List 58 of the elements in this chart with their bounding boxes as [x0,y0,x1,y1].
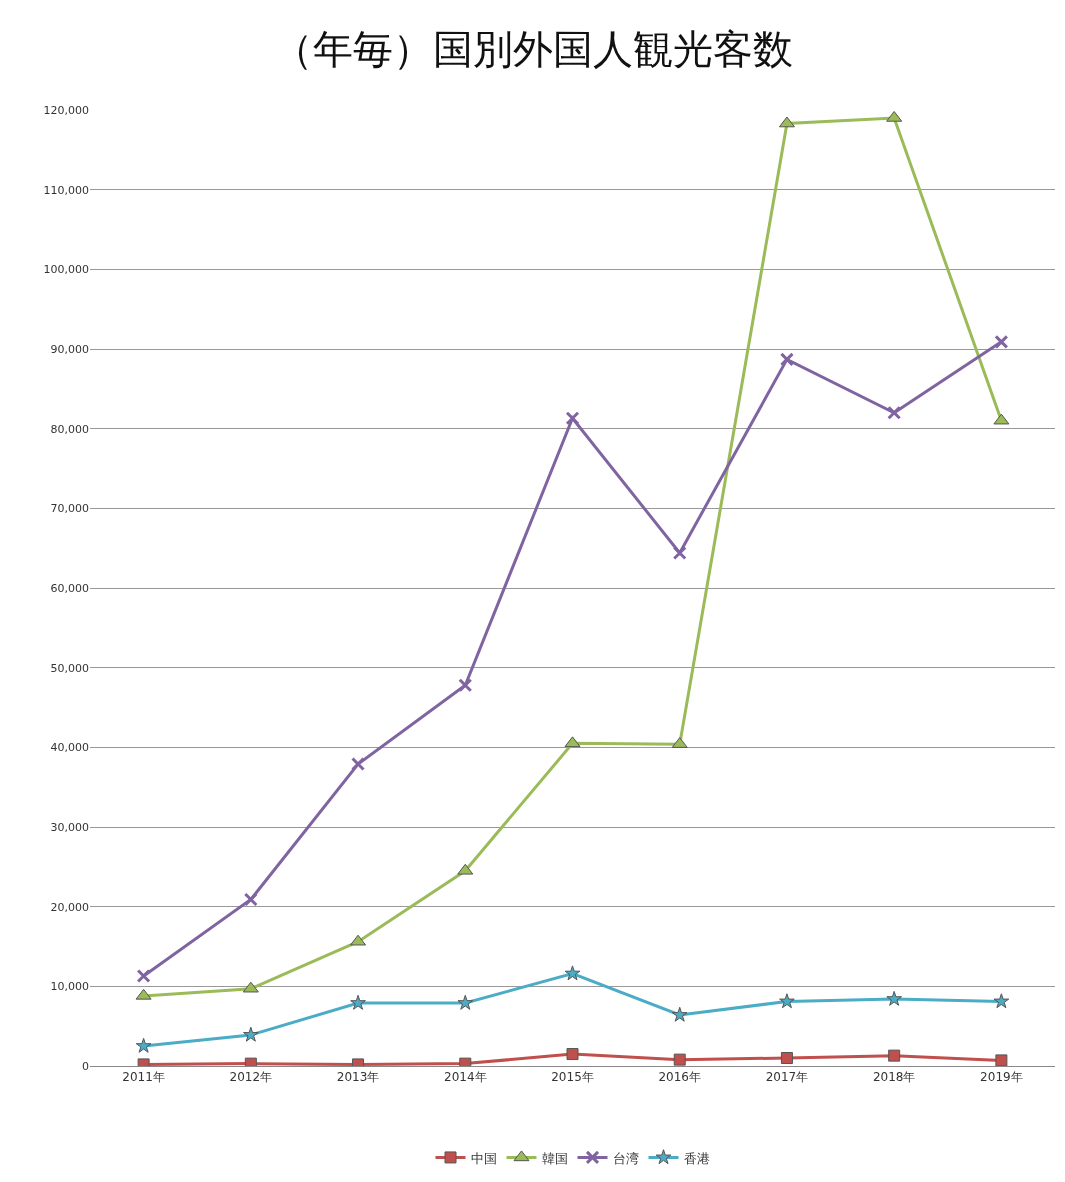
point [672,545,687,560]
point [993,413,1010,425]
point [779,993,795,1009]
y-tick-label: 70,000 [50,502,89,516]
x-tick-label: 2016年 [658,1070,701,1085]
point [886,110,903,122]
y-tick-label: 50,000 [50,661,89,675]
point [778,116,795,128]
point [780,1052,793,1065]
point [673,1053,686,1066]
point [242,981,259,993]
y-tick-label: 0 [82,1059,89,1073]
point [564,736,581,748]
x-tick-label: 2012年 [229,1070,273,1085]
point [458,678,473,693]
legend-label: 台湾 [612,1150,639,1166]
x-tick-label: 2011年 [122,1070,165,1085]
y-tick-label: 20,000 [50,900,89,914]
point [994,334,1009,349]
y-tick-label: 100,000 [43,263,89,277]
point [351,757,366,772]
y-tick-label: 120,000 [43,103,89,117]
point [886,990,902,1006]
point [995,1054,1008,1066]
point [457,863,474,875]
y-tick-label: 80,000 [50,422,89,436]
point [136,968,151,983]
point [457,994,474,1010]
point [566,1048,579,1061]
y-tick-label: 60,000 [50,581,89,595]
point [993,993,1010,1009]
chart-title: （年毎）国別外国人観光客数 [272,26,793,73]
y-tick-label: 30,000 [50,820,89,834]
point [135,988,152,1000]
point [243,1026,259,1042]
legend-label: 韓国 [541,1150,568,1166]
y-tick-label: 110,000 [43,183,89,197]
point [350,934,367,946]
x-tick-label: 2017年 [765,1070,809,1085]
point [564,965,581,981]
point [350,994,366,1010]
y-tick-label: 40,000 [50,741,89,755]
point [888,1049,901,1062]
point [243,892,258,907]
y-tick-label: 90,000 [50,342,89,356]
point [671,1006,688,1022]
x-tick-label: 2018年 [872,1070,916,1085]
x-tick-label: 2013年 [336,1070,380,1085]
point [565,411,580,426]
x-tick-label: 2014年 [444,1070,487,1085]
point [887,405,902,420]
legend-label: 香港 [683,1150,710,1166]
x-tick-label: 2015年 [551,1070,594,1085]
legend-label: 中国 [470,1150,497,1166]
x-tick-label: 2019年 [980,1070,1023,1085]
point [135,1037,152,1053]
y-tick-label: 10,000 [50,980,89,994]
point [779,352,794,367]
